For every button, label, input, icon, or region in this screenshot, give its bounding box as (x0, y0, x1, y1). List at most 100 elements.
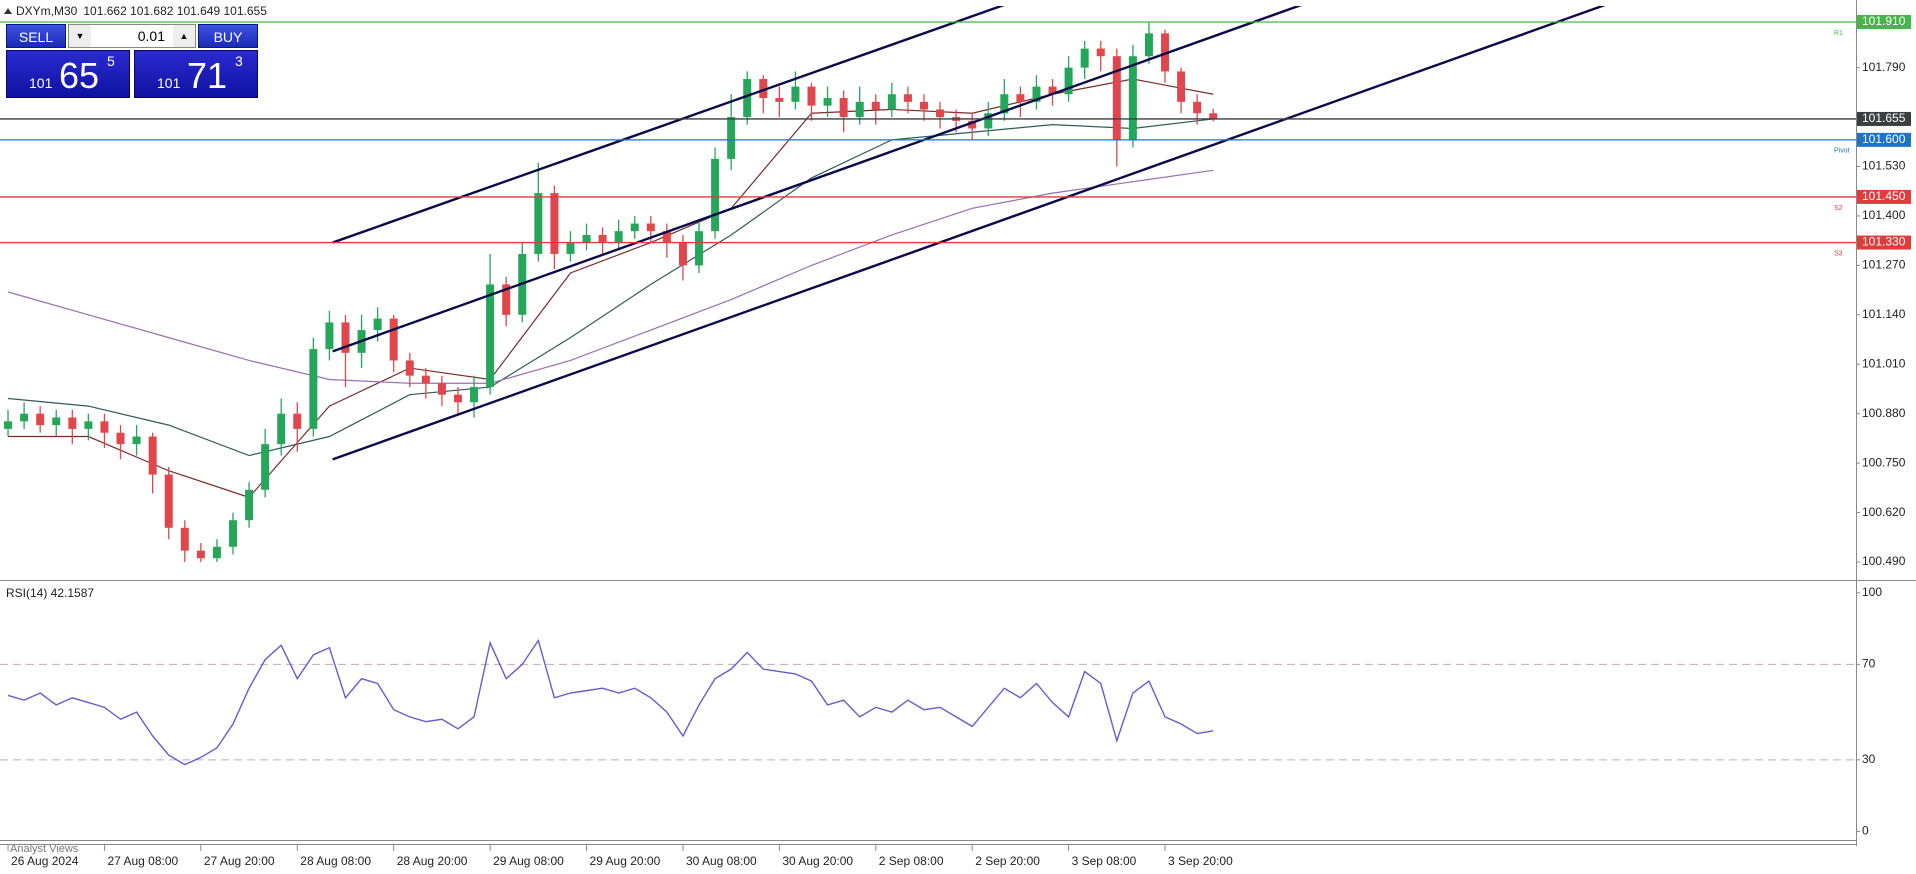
candle-body (887, 94, 896, 110)
x-tick-label: 27 Aug 20:00 (204, 854, 275, 868)
header: DXYm,M30 101.662 101.682 101.649 101.655 (16, 4, 267, 18)
candle-body (164, 474, 173, 528)
candle-body (148, 436, 157, 475)
ask-pips: 71 (187, 55, 228, 96)
candle-body (807, 86, 816, 106)
x-tick-label: 28 Aug 20:00 (397, 854, 468, 868)
candle-body (1064, 67, 1073, 95)
candle-body (373, 318, 382, 331)
moving-average (7, 118, 1214, 457)
y-tick-label: 30 (1862, 752, 1876, 766)
candle-body (984, 113, 993, 129)
candle-body (309, 349, 318, 429)
y-tick-label: 100 (1862, 585, 1882, 599)
candle-body (68, 417, 77, 429)
x-tick-label: 27 Aug 08:00 (107, 854, 178, 868)
candle-body (678, 242, 687, 266)
moving-average (8, 78, 1214, 499)
candle-body (1209, 113, 1218, 119)
candle-body (341, 322, 350, 353)
candle-body (534, 193, 543, 254)
candle-body (196, 550, 205, 559)
candle-body (1016, 94, 1025, 102)
ohlc: 101.662 101.682 101.649 101.655 (83, 4, 267, 18)
y-tick-label: 101.010 (1862, 356, 1906, 370)
candle-body (775, 98, 784, 102)
bid-box[interactable]: 101 65 5 (6, 50, 130, 98)
x-tick-label: 3 Sep 08:00 (1072, 854, 1137, 868)
trade-panel: SELL 0.01 ▼ ▲ BUY 101 65 5 101 71 3 (6, 24, 258, 98)
level-name: S3 (1834, 250, 1843, 257)
candle-body (695, 231, 704, 266)
y-tick-label: 101.400 (1862, 208, 1906, 222)
symbol: DXYm,M30 (16, 4, 78, 18)
x-tick-label: 29 Aug 08:00 (493, 854, 564, 868)
candle-body (711, 158, 720, 232)
candle-body (116, 432, 125, 445)
footer-tab[interactable]: Analyst Views (10, 843, 79, 855)
candle-body (968, 120, 977, 129)
bid-big: 101 (29, 75, 53, 91)
candle-body (453, 394, 462, 403)
y-tick-label: 100.620 (1862, 505, 1906, 519)
candle-body (405, 360, 414, 376)
candle-body (871, 101, 880, 110)
trend-line (332, 6, 1005, 244)
candle-body (261, 444, 270, 490)
level-label: 101.655 (1862, 111, 1906, 125)
candle-body (582, 234, 591, 243)
bid-point: 5 (107, 53, 115, 69)
candle-body (759, 79, 768, 99)
level-label-box (1857, 111, 1911, 126)
ask-big: 101 (157, 75, 181, 91)
candle-body (421, 375, 430, 384)
candle-body (437, 383, 446, 395)
lot-up[interactable]: ▲ (173, 25, 195, 47)
x-tick-label: 26 Aug 2024 (11, 854, 79, 868)
candle-body (277, 413, 286, 445)
buy-button[interactable]: BUY (198, 24, 258, 48)
candle-body (823, 98, 832, 106)
candle-body (839, 98, 848, 118)
y-tick-label: 100.490 (1862, 554, 1906, 568)
candle-body (1096, 48, 1105, 57)
candle-body (1000, 94, 1009, 114)
candle-body (1112, 56, 1121, 140)
candle-body (598, 234, 607, 243)
level-name: Pivot (1834, 148, 1850, 155)
candle-body (325, 322, 334, 350)
candle-body (743, 79, 752, 118)
trend-line (332, 6, 1303, 353)
candle-body (903, 94, 912, 102)
candle-body (212, 546, 221, 559)
candle-body (389, 318, 398, 361)
rsi-line (7, 638, 1214, 766)
x-tick-label: 2 Sep 08:00 (879, 854, 944, 868)
collapse-icon[interactable] (4, 8, 12, 14)
level-name: S2 (1834, 205, 1843, 212)
candle-body (36, 413, 45, 426)
candle-body (1177, 71, 1186, 102)
candle-body (630, 223, 639, 232)
candle-body (1048, 86, 1057, 95)
lot-down[interactable]: ▼ (69, 25, 91, 47)
candle-body (229, 520, 238, 547)
candle-body (646, 223, 655, 232)
level-label: 101.330 (1862, 235, 1906, 249)
candle-body (1161, 33, 1170, 72)
sell-button[interactable]: SELL (6, 24, 66, 48)
y-tick-label: 101.790 (1862, 60, 1906, 74)
main-plot (4, 6, 1606, 563)
level-label: 101.600 (1862, 132, 1906, 146)
candle-body (100, 421, 109, 433)
candle-body (727, 117, 736, 159)
candle-body (502, 284, 511, 315)
candle-body (180, 527, 189, 551)
candle-body (855, 101, 864, 118)
y-tick-label: 100.750 (1862, 455, 1906, 469)
ask-box[interactable]: 101 71 3 (134, 50, 258, 98)
trend-line (332, 6, 1606, 461)
candle-body (1128, 56, 1137, 140)
